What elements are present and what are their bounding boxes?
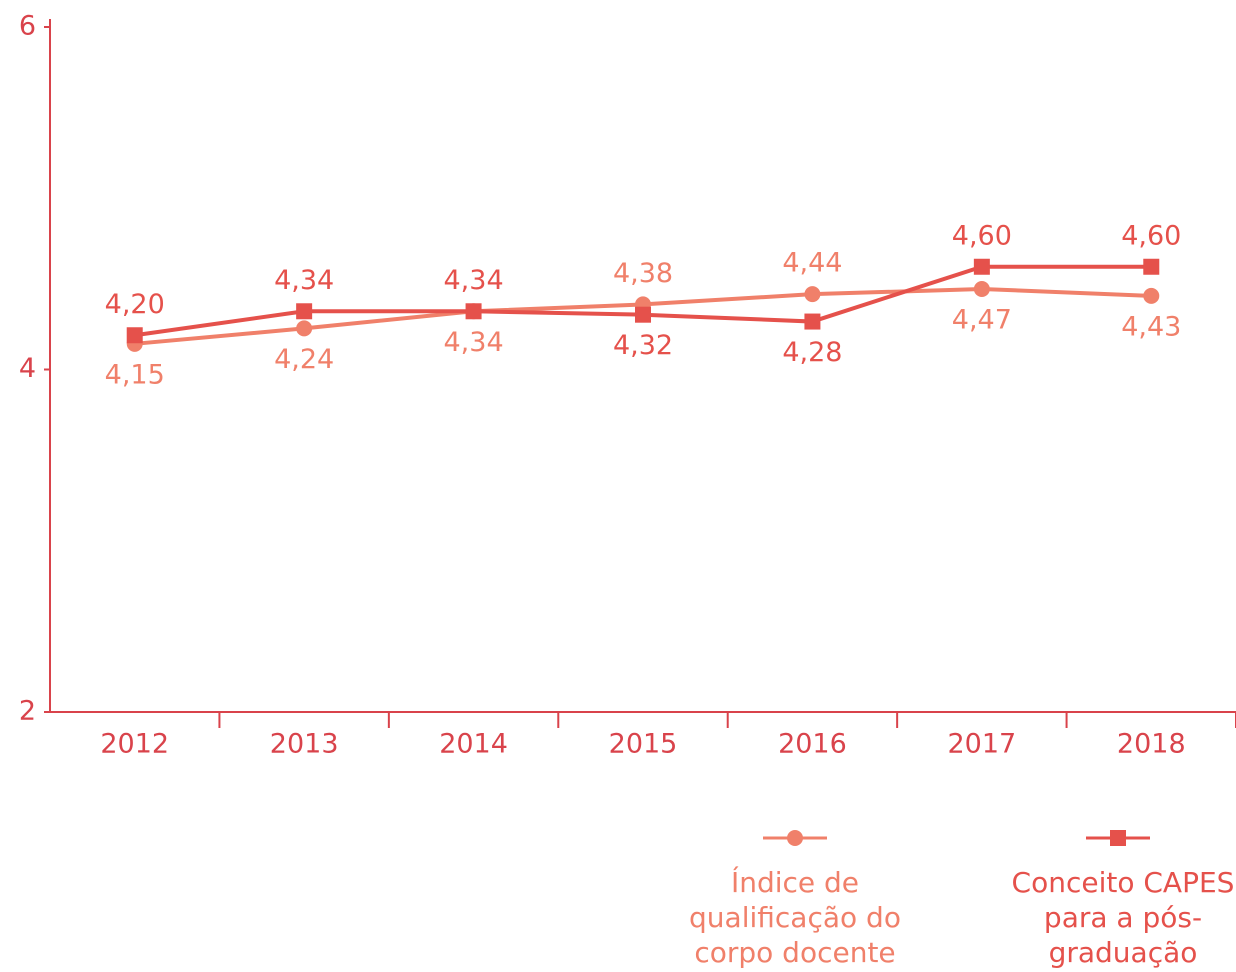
y-tick-label: 4: [19, 353, 36, 384]
value-label: 4,34: [274, 265, 334, 296]
point: [296, 303, 313, 320]
x-tick-label: 2018: [1117, 729, 1186, 760]
point: [1143, 287, 1160, 304]
value-label: 4,28: [782, 337, 842, 368]
value-label: 4,60: [952, 220, 1012, 251]
legend-label: Conceito CAPES para a pós-graduação: [1011, 866, 1235, 969]
value-label: 4,32: [613, 330, 673, 361]
point: [787, 830, 803, 846]
x-tick-label: 2013: [270, 729, 339, 760]
x-tick-label: 2012: [100, 729, 169, 760]
y-tick-label: 6: [19, 11, 36, 42]
legend-label: Índice de qualificação do corpo docente: [689, 866, 901, 969]
point: [465, 303, 482, 320]
x-tick-label: 2017: [947, 729, 1016, 760]
value-label: 4,34: [444, 265, 504, 296]
value-label: 4,43: [1121, 311, 1181, 342]
y-tick-label: 2: [19, 696, 36, 727]
value-label: 4,47: [952, 305, 1012, 336]
point: [1143, 258, 1160, 275]
value-label: 4,24: [274, 344, 334, 375]
x-tick-label: 2016: [778, 729, 847, 760]
point: [804, 286, 821, 303]
point: [296, 320, 313, 337]
value-label: 4,44: [782, 248, 842, 279]
value-label: 4,38: [613, 258, 673, 289]
x-tick-label: 2015: [609, 729, 678, 760]
point: [1110, 830, 1126, 846]
point: [635, 306, 651, 323]
value-label: 4,34: [444, 327, 504, 358]
value-label: 4,60: [1121, 220, 1181, 251]
x-tick-label: 2014: [439, 729, 508, 760]
point: [804, 313, 821, 330]
value-label: 4,15: [105, 359, 165, 390]
point: [126, 327, 143, 344]
point: [973, 258, 990, 275]
value-label: 4,20: [105, 289, 165, 320]
point: [973, 281, 990, 298]
